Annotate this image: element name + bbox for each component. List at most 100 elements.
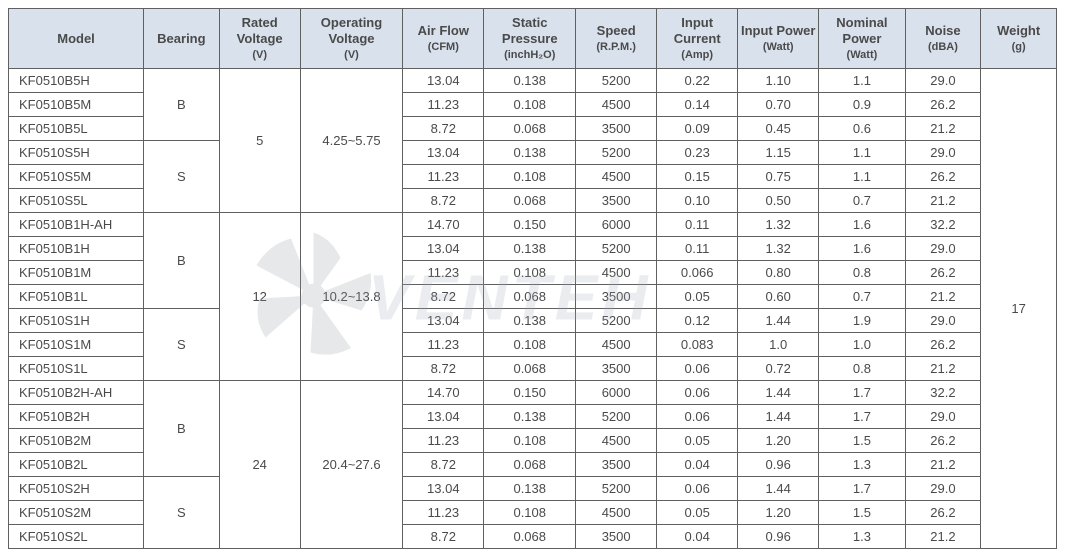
cell-npow: 0.7 (819, 189, 905, 213)
col-header: Weight(g) (981, 9, 1057, 69)
cell-npow: 1.7 (819, 381, 905, 405)
cell-speed: 5200 (576, 141, 657, 165)
cell-npow: 1.0 (819, 333, 905, 357)
cell-model: KF0510B5M (9, 93, 144, 117)
cell-npow: 1.9 (819, 309, 905, 333)
cell-speed: 4500 (576, 429, 657, 453)
cell-model: KF0510B1H (9, 237, 144, 261)
col-header: Rated Voltage(V) (219, 9, 300, 69)
cell-sp: 0.138 (484, 477, 576, 501)
cell-ipow: 0.72 (738, 357, 819, 381)
col-header: Air Flow(CFM) (403, 9, 484, 69)
cell-sp: 0.068 (484, 453, 576, 477)
cell-amp: 0.05 (657, 501, 738, 525)
cell-air: 8.72 (403, 453, 484, 477)
cell-sp: 0.108 (484, 165, 576, 189)
table-row: KF0510S5HS13.040.13852000.231.151.129.0 (9, 141, 1057, 165)
col-header: Operating Voltage(V) (300, 9, 403, 69)
cell-sp: 0.138 (484, 309, 576, 333)
cell-noise: 21.2 (905, 525, 981, 549)
cell-sp: 0.068 (484, 285, 576, 309)
cell-model: KF0510B1M (9, 261, 144, 285)
table-row: KF0510B5HB54.25~5.7513.040.13852000.221.… (9, 69, 1057, 93)
cell-air: 13.04 (403, 477, 484, 501)
table-row: KF0510S2HS13.040.13852000.061.441.729.0 (9, 477, 1057, 501)
cell-amp: 0.15 (657, 165, 738, 189)
cell-air: 13.04 (403, 309, 484, 333)
cell-npow: 1.7 (819, 477, 905, 501)
cell-sp: 0.108 (484, 93, 576, 117)
cell-air: 8.72 (403, 189, 484, 213)
col-header: Model (9, 9, 144, 69)
cell-sp: 0.108 (484, 333, 576, 357)
cell-ipow: 1.32 (738, 237, 819, 261)
cell-sp: 0.068 (484, 117, 576, 141)
cell-model: KF0510S2L (9, 525, 144, 549)
cell-ipow: 0.70 (738, 93, 819, 117)
cell-ipow: 1.0 (738, 333, 819, 357)
cell-noise: 21.2 (905, 189, 981, 213)
cell-npow: 1.3 (819, 453, 905, 477)
cell-noise: 29.0 (905, 477, 981, 501)
cell-npow: 1.6 (819, 237, 905, 261)
cell-model: KF0510S2H (9, 477, 144, 501)
cell-model: KF0510S5H (9, 141, 144, 165)
cell-speed: 3500 (576, 525, 657, 549)
cell-amp: 0.12 (657, 309, 738, 333)
cell-air: 11.23 (403, 333, 484, 357)
col-header: Speed(R.P.M.) (576, 9, 657, 69)
cell-amp: 0.06 (657, 357, 738, 381)
cell-air: 11.23 (403, 429, 484, 453)
col-header: Input Power(Watt) (738, 9, 819, 69)
cell-ipow: 1.44 (738, 309, 819, 333)
cell-amp: 0.23 (657, 141, 738, 165)
cell-amp: 0.05 (657, 429, 738, 453)
cell-model: KF0510B5L (9, 117, 144, 141)
cell-air: 13.04 (403, 237, 484, 261)
cell-noise: 32.2 (905, 381, 981, 405)
col-header: Bearing (144, 9, 220, 69)
cell-amp: 0.09 (657, 117, 738, 141)
cell-ipow: 1.20 (738, 501, 819, 525)
cell-model: KF0510B1L (9, 285, 144, 309)
cell-amp: 0.083 (657, 333, 738, 357)
cell-bearing: S (144, 309, 220, 381)
cell-model: KF0510S1H (9, 309, 144, 333)
cell-npow: 1.7 (819, 405, 905, 429)
cell-air: 11.23 (403, 261, 484, 285)
cell-speed: 6000 (576, 213, 657, 237)
cell-ipow: 1.10 (738, 69, 819, 93)
cell-npow: 0.9 (819, 93, 905, 117)
cell-rated-voltage: 24 (219, 381, 300, 549)
cell-sp: 0.108 (484, 429, 576, 453)
cell-speed: 5200 (576, 237, 657, 261)
cell-speed: 4500 (576, 93, 657, 117)
table-row: KF0510S1HS13.040.13852000.121.441.929.0 (9, 309, 1057, 333)
cell-sp: 0.138 (484, 405, 576, 429)
cell-noise: 26.2 (905, 501, 981, 525)
cell-amp: 0.11 (657, 213, 738, 237)
cell-ipow: 0.50 (738, 189, 819, 213)
cell-amp: 0.04 (657, 525, 738, 549)
cell-speed: 5200 (576, 69, 657, 93)
cell-op-voltage: 4.25~5.75 (300, 69, 403, 213)
table-header: ModelBearingRated Voltage(V)Operating Vo… (9, 9, 1057, 69)
cell-noise: 26.2 (905, 333, 981, 357)
cell-sp: 0.138 (484, 141, 576, 165)
cell-bearing: B (144, 69, 220, 141)
cell-noise: 29.0 (905, 405, 981, 429)
cell-ipow: 1.32 (738, 213, 819, 237)
cell-air: 8.72 (403, 285, 484, 309)
cell-sp: 0.068 (484, 525, 576, 549)
cell-air: 8.72 (403, 525, 484, 549)
cell-npow: 0.8 (819, 357, 905, 381)
cell-noise: 21.2 (905, 285, 981, 309)
cell-noise: 29.0 (905, 237, 981, 261)
cell-npow: 1.1 (819, 165, 905, 189)
cell-noise: 29.0 (905, 141, 981, 165)
cell-model: KF0510B2H (9, 405, 144, 429)
cell-ipow: 0.96 (738, 525, 819, 549)
cell-ipow: 1.44 (738, 381, 819, 405)
cell-npow: 1.5 (819, 429, 905, 453)
cell-npow: 1.6 (819, 213, 905, 237)
